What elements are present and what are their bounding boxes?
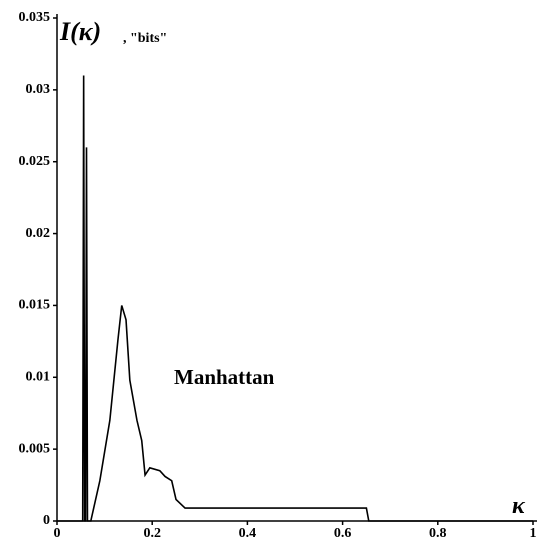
y-tick-label: 0 bbox=[43, 513, 50, 528]
y-axis-label: I(κ) bbox=[59, 17, 101, 46]
x-axis-label: κ bbox=[512, 493, 526, 519]
y-tick-label: 0.025 bbox=[19, 154, 51, 169]
annotation: Manhattan bbox=[174, 365, 275, 389]
y-tick-label: 0.02 bbox=[26, 226, 51, 241]
y-tick-label: 0.005 bbox=[19, 441, 51, 456]
y-tick-label: 0.035 bbox=[19, 10, 51, 25]
data-line bbox=[57, 75, 533, 522]
y-tick-label: 0.015 bbox=[19, 298, 51, 313]
x-tick-label: 0 bbox=[54, 526, 61, 541]
y-axis-unit: , "bits" bbox=[123, 31, 167, 46]
y-tick-label: 0.03 bbox=[26, 82, 51, 97]
x-tick-label: 0.8 bbox=[429, 526, 447, 541]
x-tick-label: 1 bbox=[530, 526, 537, 541]
x-tick-label: 0.4 bbox=[239, 526, 257, 541]
x-tick-label: 0.2 bbox=[143, 526, 161, 541]
x-tick-label: 0.6 bbox=[334, 526, 352, 541]
y-tick-label: 0.01 bbox=[26, 370, 51, 385]
